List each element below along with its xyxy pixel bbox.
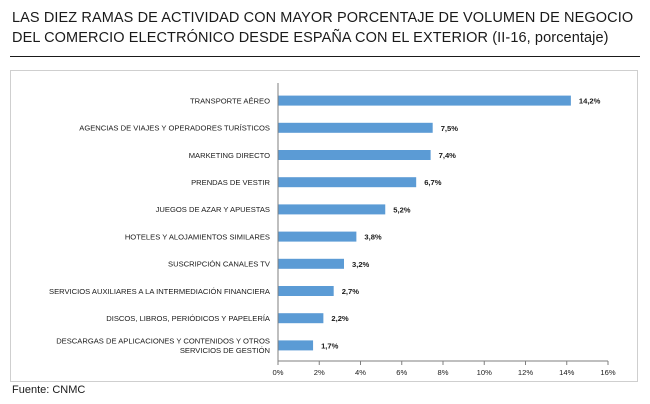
data-label: 6,7% bbox=[424, 178, 442, 187]
chart-title-line-2: DEL COMERCIO ELECTRÓNICO DESDE ESPAÑA CO… bbox=[12, 30, 609, 46]
category-label: MARKETING DIRECTO bbox=[189, 151, 270, 160]
chart-frame: TRANSPORTE AÉREO 14,2% AGENCIAS DE VIAJES … bbox=[10, 70, 638, 382]
bar bbox=[278, 231, 357, 242]
data-label: 1,7% bbox=[321, 341, 339, 350]
category-label: TRANSPORTE AÉREO bbox=[190, 96, 270, 105]
data-label: 2,2% bbox=[331, 314, 349, 323]
bar-chart: TRANSPORTE AÉREO 14,2% AGENCIAS DE VIAJES … bbox=[49, 83, 616, 377]
source-note: Fuente: CNMC bbox=[12, 384, 86, 396]
bar bbox=[278, 204, 386, 215]
data-label: 3,8% bbox=[364, 233, 382, 242]
category-label: JUEGOS DE AZAR Y APUESTAS bbox=[156, 205, 270, 214]
data-label: 7,5% bbox=[441, 124, 459, 133]
bar bbox=[278, 258, 344, 269]
title-divider bbox=[10, 56, 640, 57]
category-label: PRENDAS DE VESTIR bbox=[191, 178, 270, 187]
x-tick-label: 4% bbox=[355, 368, 366, 377]
x-tick-label: 6% bbox=[396, 368, 407, 377]
data-label: 3,2% bbox=[352, 260, 370, 269]
category-label: HOTELES Y ALOJAMIENTOS SIMILARES bbox=[125, 232, 270, 241]
category-label: DESCARGAS DE APLICACIONES Y CONTENIDOS Y… bbox=[56, 337, 270, 355]
x-tick-label: 8% bbox=[438, 368, 449, 377]
bar bbox=[278, 177, 417, 188]
bar bbox=[278, 122, 433, 133]
x-tick-label: 12% bbox=[518, 368, 533, 377]
chart-title: LAS DIEZ RAMAS DE ACTIVIDAD CON MAYOR PO… bbox=[12, 8, 638, 48]
category-label: AGENCIAS DE VIAJES Y OPERADORES TURÍSTIC… bbox=[79, 124, 270, 133]
data-label: 7,4% bbox=[439, 151, 457, 160]
bar bbox=[278, 340, 314, 351]
x-tick-label: 0% bbox=[273, 368, 284, 377]
bar bbox=[278, 286, 334, 296]
bar bbox=[278, 150, 431, 160]
bar bbox=[278, 313, 324, 324]
data-label: 5,2% bbox=[393, 205, 411, 214]
x-tick-label: 14% bbox=[559, 368, 574, 377]
category-label: SUSCRIPCIÓN CANALES TV bbox=[168, 260, 271, 269]
data-label: 14,2% bbox=[579, 97, 601, 106]
category-label: SERVICIOS AUXILIARES A LA INTERMEDIACIÓN… bbox=[49, 287, 271, 296]
x-tick-label: 16% bbox=[600, 368, 615, 377]
data-label: 2,7% bbox=[342, 287, 360, 296]
x-tick-label: 10% bbox=[477, 368, 492, 377]
bar bbox=[278, 95, 571, 106]
x-tick-label: 2% bbox=[314, 368, 325, 377]
category-label: DISCOS, LIBROS, PERIÓDICOS Y PAPELERÍA bbox=[106, 314, 271, 323]
chart-title-line-1: LAS DIEZ RAMAS DE ACTIVIDAD CON MAYOR PO… bbox=[12, 10, 634, 26]
